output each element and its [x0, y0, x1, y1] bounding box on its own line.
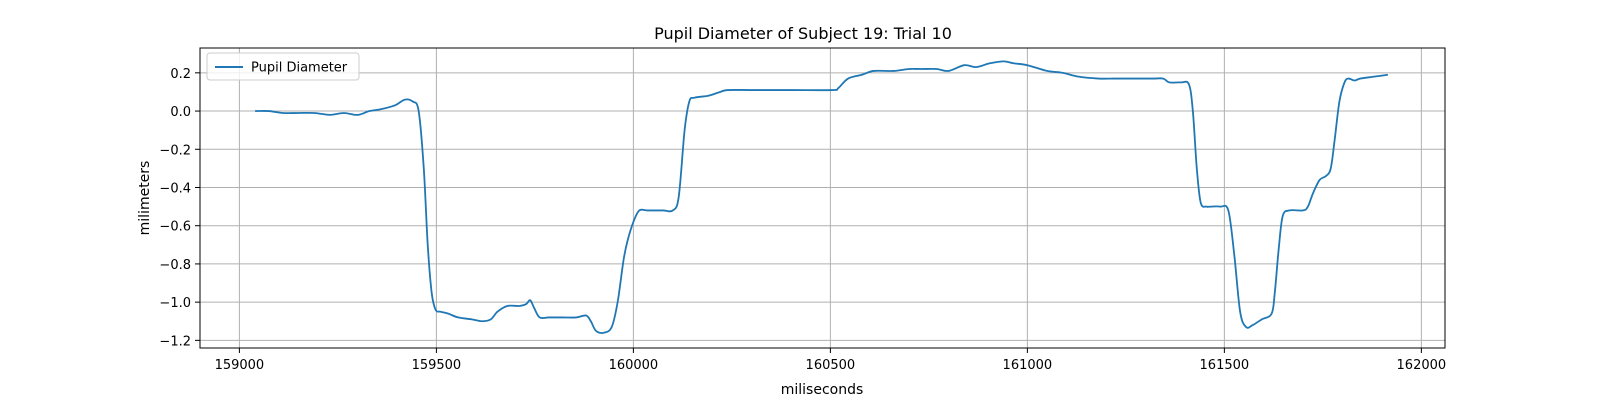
legend-box [206, 52, 360, 81]
x-tick-label: 161000 [1003, 358, 1053, 373]
y-tick-label: −0.4 [159, 181, 191, 196]
y-tick-label: −0.2 [159, 143, 191, 158]
y-tick-label: −1.0 [159, 296, 191, 311]
x-tick-label: 160000 [609, 358, 659, 373]
y-tick-label: −1.2 [159, 334, 191, 349]
y-tick-label: −0.8 [159, 258, 191, 273]
grid-lines [200, 48, 1445, 348]
axes-frame [199, 47, 1446, 349]
series-line-pupil-diameter [255, 60, 1388, 334]
y-tick-label: −0.6 [159, 220, 191, 235]
legend: Pupil Diameter [206, 52, 360, 81]
x-tick-label: 159500 [412, 358, 462, 373]
x-tick-label: 162000 [1397, 358, 1447, 373]
legend-label: Pupil Diameter [251, 61, 348, 76]
y-tick-label: 0.0 [170, 105, 191, 120]
chart-title: Pupil Diameter of Subject 19: Trial 10 [654, 24, 952, 43]
x-axis-ticks: 159000 159500 160000 160500 161000 161500 1620… [215, 348, 1447, 373]
y-axis-label: milimeters [137, 161, 153, 236]
x-tick-label: 160500 [806, 358, 856, 373]
y-axis-ticks: −1.2 −1.0 −0.8 −0.6 −0.4 −0.2 0.0 0.2 [159, 67, 200, 349]
x-axis-label: miliseconds [781, 382, 864, 398]
x-tick-label: 161500 [1200, 358, 1250, 373]
plot-area [255, 60, 1388, 334]
x-tick-label: 159000 [215, 358, 265, 373]
y-tick-label: 0.2 [170, 67, 191, 82]
